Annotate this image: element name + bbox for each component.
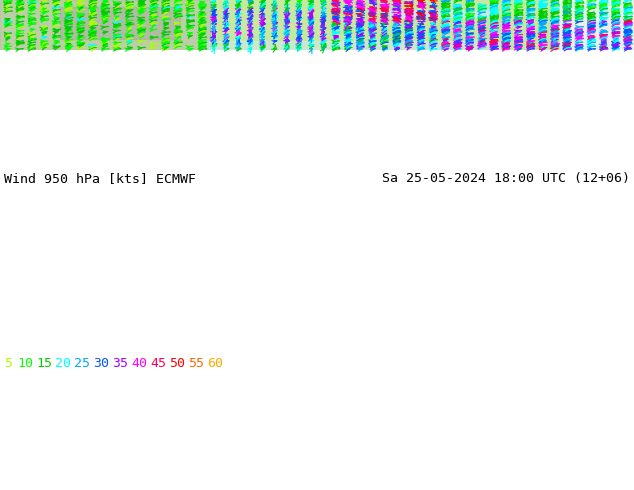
Text: 55: 55 (188, 357, 204, 370)
Bar (560, 0, 634, 50)
Text: 10: 10 (17, 357, 33, 370)
Text: 40: 40 (131, 357, 147, 370)
Bar (390, 10, 490, 17)
Text: 60: 60 (207, 357, 223, 370)
Text: 30: 30 (93, 357, 109, 370)
Bar (200, 41, 500, 50)
Text: 35: 35 (112, 357, 128, 370)
Bar (0, 0, 210, 50)
Text: 5: 5 (4, 357, 12, 370)
Text: 15: 15 (36, 357, 52, 370)
Text: 25: 25 (74, 357, 90, 370)
Bar (60, 7, 180, 39)
Text: Wind 950 hPa [kts] ECMWF: Wind 950 hPa [kts] ECMWF (4, 172, 196, 185)
Text: 50: 50 (169, 357, 185, 370)
Text: 20: 20 (55, 357, 71, 370)
Text: Sa 25-05-2024 18:00 UTC (12+06): Sa 25-05-2024 18:00 UTC (12+06) (382, 172, 630, 185)
Text: 45: 45 (150, 357, 166, 370)
